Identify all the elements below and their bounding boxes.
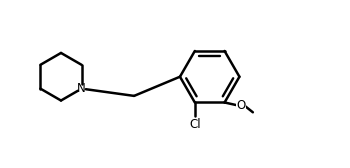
Text: N: N [77, 82, 86, 95]
Text: Cl: Cl [189, 118, 201, 131]
Text: O: O [236, 99, 245, 112]
